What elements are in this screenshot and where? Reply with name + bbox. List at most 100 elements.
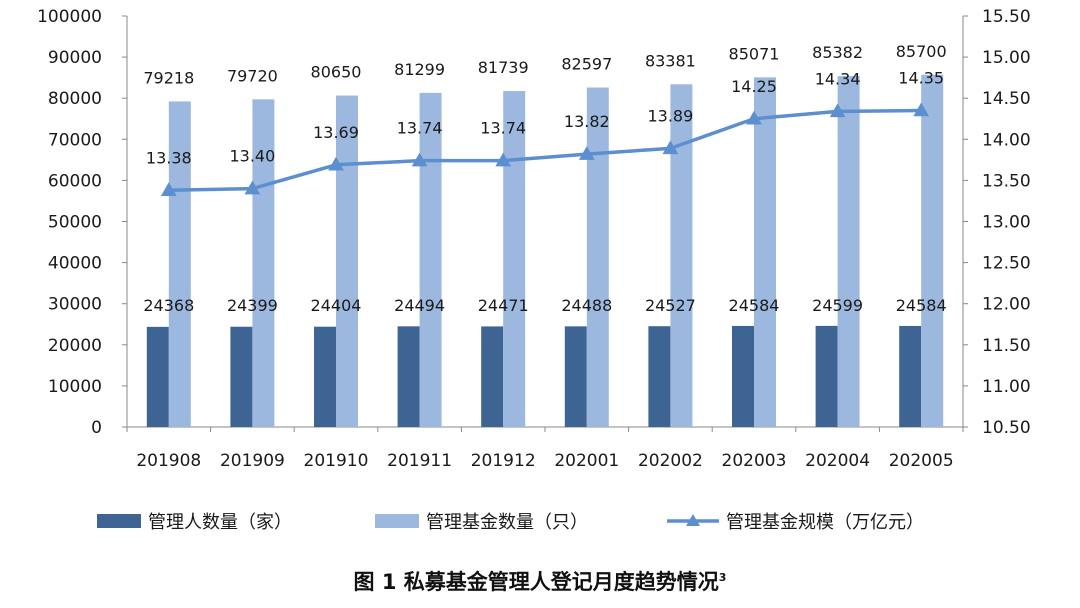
scale-marker-triangle <box>328 156 344 171</box>
right-tick-label: 10.50 <box>982 418 1031 438</box>
left-tick-label: 90000 <box>48 48 102 68</box>
scale-marker-triangle <box>578 146 595 160</box>
legend-marker-scale <box>686 514 700 526</box>
bar-managers <box>314 326 336 427</box>
right-tick-label: 12.00 <box>982 295 1031 315</box>
left-tick-label: 80000 <box>48 89 102 109</box>
scale-marker-triangle <box>746 110 762 125</box>
data-label-funds: 79720 <box>227 66 278 85</box>
data-label-funds: 85071 <box>729 44 780 63</box>
data-labels: 24368 79218 24399 79720 24404 80650 24494 81299… <box>143 42 946 315</box>
bar-funds <box>586 87 609 427</box>
bar-managers <box>648 326 671 427</box>
data-label-managers: 24404 <box>311 296 362 315</box>
bar-managers <box>397 326 420 427</box>
left-tick-label: 100000 <box>37 7 102 27</box>
bar-funds <box>419 92 442 427</box>
right-tick-label: 14.00 <box>982 130 1031 150</box>
figure-caption: 图 1 私募基金管理人登记月度趋势情况3 <box>0 566 1080 596</box>
data-label-scale: 13.74 <box>480 119 526 138</box>
bar-funds <box>336 95 358 427</box>
data-label-managers: 24488 <box>561 296 612 315</box>
right-tick-label: 14.50 <box>982 89 1031 109</box>
bar-funds <box>168 101 191 428</box>
left-tick-label: 10000 <box>48 377 102 397</box>
bar-managers <box>899 325 922 427</box>
right-tick-label: 15.00 <box>982 48 1031 68</box>
right-tick-label: 11.00 <box>982 377 1031 397</box>
data-label-scale: 13.74 <box>397 119 443 138</box>
scale-marker-triangle <box>244 180 261 195</box>
data-label-managers: 24599 <box>812 296 863 315</box>
scale-marker-triangle <box>495 152 512 167</box>
scale-line <box>168 108 922 193</box>
bar-managers <box>230 326 253 427</box>
data-label-managers: 24399 <box>227 296 278 315</box>
left-tick-label: 40000 <box>48 254 102 274</box>
x-tick-label: 201908 <box>136 451 201 471</box>
scale-marker-triangle <box>411 152 428 167</box>
bar-managers <box>732 325 754 427</box>
data-label-scale: 13.38 <box>146 148 192 167</box>
legend-swatch-managers <box>97 514 141 528</box>
right-tick-label: 12.50 <box>982 254 1031 274</box>
data-label-funds: 85382 <box>812 43 863 62</box>
x-tick-label: 201910 <box>304 451 369 471</box>
chart: 0 10000 20000 30000 40000 50000 60000 70000 8000… <box>37 7 1031 533</box>
data-label-funds: 81739 <box>478 58 529 77</box>
right-tick-label: 13.00 <box>982 213 1031 233</box>
right-tick-label: 13.50 <box>982 171 1031 191</box>
data-label-scale: 14.34 <box>815 69 861 88</box>
left-tick-label: 60000 <box>48 171 102 191</box>
left-tick-label: 20000 <box>48 336 102 356</box>
scale-marker-triangle <box>662 140 679 155</box>
data-label-managers: 24471 <box>478 296 529 315</box>
bar-managers <box>481 326 504 427</box>
caption-footnote: 3 <box>718 571 727 584</box>
data-label-scale: 13.69 <box>313 123 359 142</box>
legend-label-managers: 管理人数量（家） <box>148 512 292 533</box>
data-label-scale: 13.40 <box>229 147 275 166</box>
bar-managers <box>564 326 587 427</box>
legend-label-funds: 管理基金数量（只） <box>426 512 588 533</box>
data-label-scale: 14.35 <box>898 69 944 88</box>
x-tick-label: 202004 <box>805 451 870 471</box>
bar-funds <box>252 99 275 427</box>
data-label-managers: 24584 <box>896 296 947 315</box>
data-label-funds: 79218 <box>143 68 194 87</box>
legend-label-scale: 管理基金规模（万亿元） <box>726 512 924 533</box>
left-tick-label: 50000 <box>48 213 102 233</box>
bar-managers <box>146 326 169 427</box>
data-label-scale: 14.25 <box>731 77 777 96</box>
data-label-managers: 24584 <box>729 296 780 315</box>
left-tick-label: 0 <box>91 418 102 438</box>
x-tick-label: 201912 <box>471 451 536 471</box>
legend-swatch-funds <box>375 514 419 528</box>
data-label-funds: 81299 <box>394 60 445 79</box>
axes: 0 10000 20000 30000 40000 50000 60000 70000 8000… <box>37 7 1031 471</box>
bar-funds <box>754 77 776 428</box>
data-label-funds: 85700 <box>896 42 947 61</box>
x-tick-label: 201911 <box>387 451 452 471</box>
bar-managers <box>815 325 838 427</box>
data-label-scale: 13.82 <box>564 112 610 131</box>
bar-funds <box>837 76 860 427</box>
right-tick-label: 15.50 <box>982 7 1031 27</box>
x-tick-label: 201909 <box>220 451 285 471</box>
bar-funds <box>921 74 944 427</box>
scale-marker-triangle <box>913 102 930 117</box>
data-label-managers: 24527 <box>645 296 696 315</box>
left-tick-label: 70000 <box>48 130 102 150</box>
caption-text: 图 1 私募基金管理人登记月度趋势情况 <box>353 570 719 594</box>
data-label-managers: 24494 <box>394 296 445 315</box>
data-label-funds: 82597 <box>561 55 612 74</box>
x-tick-label: 202003 <box>722 451 787 471</box>
x-tick-label: 202005 <box>889 451 954 471</box>
line-series <box>160 102 930 197</box>
data-label-funds: 83381 <box>645 51 696 70</box>
legend: 管理人数量（家） 管理基金数量（只） 管理基金规模（万亿元） <box>97 512 924 533</box>
bar-funds <box>670 84 693 428</box>
scale-marker-triangle <box>829 103 846 118</box>
data-label-managers: 24368 <box>143 296 194 315</box>
bar-funds <box>503 91 526 428</box>
